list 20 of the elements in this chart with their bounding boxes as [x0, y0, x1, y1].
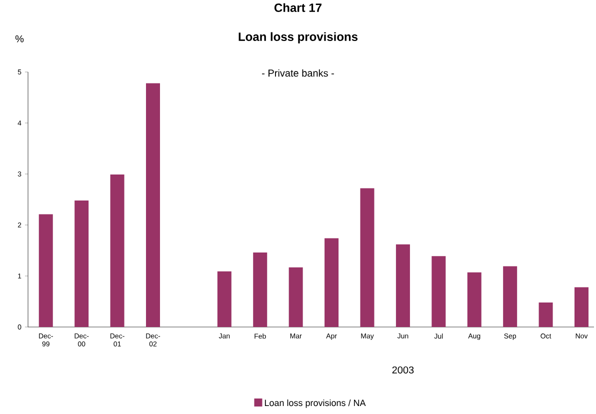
- bar: [217, 271, 232, 327]
- bar: [574, 287, 589, 327]
- bar: [38, 214, 53, 327]
- legend-label: Loan loss provisions / NA: [264, 399, 366, 408]
- bar: [503, 266, 518, 327]
- bar: [288, 267, 303, 327]
- bar: [324, 238, 339, 327]
- text: 2003: [392, 366, 414, 374]
- bar: [467, 272, 482, 327]
- bar: [146, 83, 160, 327]
- bar: [396, 244, 410, 327]
- y-axis-title: %: [15, 35, 24, 42]
- bar: [74, 200, 89, 327]
- chart-title: Chart 17 Loan loss provisions: [238, 3, 358, 44]
- bar: [360, 188, 374, 327]
- bar: [432, 256, 446, 327]
- chart-subtitle: - Private banks -: [262, 69, 334, 77]
- bar: [110, 174, 124, 327]
- bar: [253, 252, 268, 327]
- bar: [538, 302, 553, 327]
